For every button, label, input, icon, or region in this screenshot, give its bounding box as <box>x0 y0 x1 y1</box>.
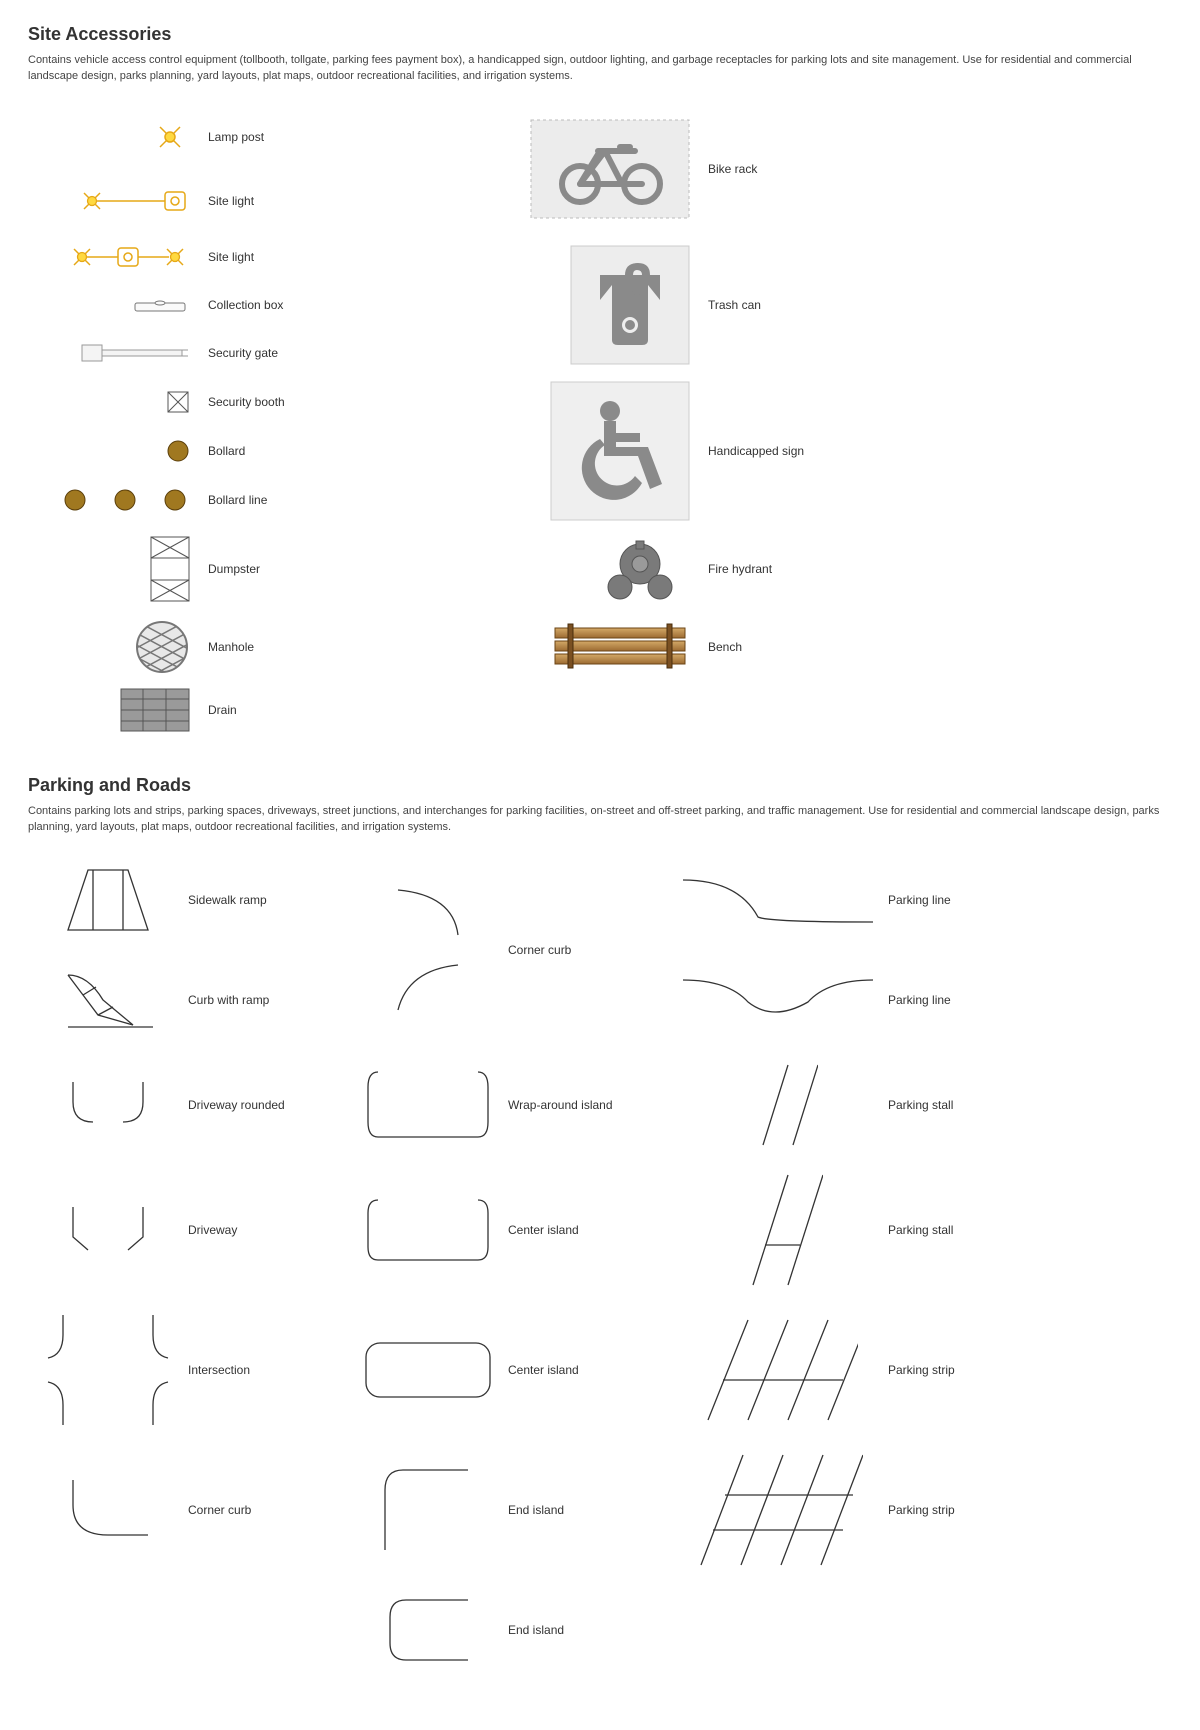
corner-curb-1-label: Corner curb <box>188 1503 348 1517</box>
parking-strip-1-icon <box>668 1315 888 1425</box>
collection-box-icon <box>28 285 208 325</box>
parking-strip-2-label: Parking strip <box>888 1503 1068 1517</box>
site-light-1-icon <box>28 181 208 221</box>
site-light-2-icon <box>28 237 208 277</box>
bench-label: Bench <box>708 640 1028 654</box>
security-booth-label: Security booth <box>208 395 528 409</box>
parking-roads-title: Parking and Roads <box>28 775 1172 796</box>
security-gate-label: Security gate <box>208 346 528 360</box>
dumpster-icon <box>28 534 208 604</box>
site-accessories-title: Site Accessories <box>28 24 1172 45</box>
collection-box-label: Collection box <box>208 298 528 312</box>
sidewalk-ramp-label: Sidewalk ramp <box>188 893 348 907</box>
parking-stall-2-label: Parking stall <box>888 1223 1068 1237</box>
site-light-1-label: Site light <box>208 194 528 208</box>
fire-hydrant-icon <box>528 529 708 609</box>
center-island-1-icon <box>348 1190 508 1270</box>
parking-line-2-label: Parking line <box>888 993 1068 1007</box>
site-accessories-desc: Contains vehicle access control equipmen… <box>28 53 1172 85</box>
parking-line-1-label: Parking line <box>888 893 1068 907</box>
dumpster-label: Dumpster <box>208 562 528 576</box>
bollard-label: Bollard <box>208 444 528 458</box>
corner-curb-2-icon <box>348 885 508 1015</box>
security-booth-icon <box>28 382 208 422</box>
security-gate-icon <box>28 333 208 373</box>
end-island-2-label: End island <box>508 1623 668 1637</box>
manhole-icon <box>28 617 208 677</box>
driveway-icon <box>28 1190 188 1270</box>
corner-curb-2-label: Corner curb <box>508 943 668 957</box>
parking-stall-1-icon <box>668 1060 888 1150</box>
trash-can-label: Trash can <box>708 298 1028 312</box>
sidewalk-ramp-icon <box>28 860 188 940</box>
bench-icon <box>528 617 708 677</box>
intersection-icon <box>28 1310 188 1430</box>
bollard-line-label: Bollard line <box>208 493 528 507</box>
handicapped-sign-label: Handicapped sign <box>708 444 1028 458</box>
fire-hydrant-label: Fire hydrant <box>708 562 1028 576</box>
drain-icon <box>28 685 208 735</box>
end-island-1-label: End island <box>508 1503 668 1517</box>
parking-line-1-icon <box>668 860 888 940</box>
lamp-post-icon <box>28 117 208 157</box>
driveway-rounded-icon <box>28 1065 188 1145</box>
parking-strip-2-icon <box>668 1450 888 1570</box>
end-island-2-icon <box>348 1590 508 1670</box>
end-island-1-icon <box>348 1465 508 1555</box>
parking-roads-grid: Sidewalk ramp Corner curb Parking line C… <box>28 860 1172 1670</box>
drain-label: Drain <box>208 703 528 717</box>
bollard-icon <box>28 431 208 471</box>
corner-curb-1-icon <box>28 1470 188 1550</box>
curb-with-ramp-label: Curb with ramp <box>188 993 348 1007</box>
manhole-label: Manhole <box>208 640 528 654</box>
intersection-label: Intersection <box>188 1363 348 1377</box>
parking-line-2-icon <box>668 960 888 1040</box>
parking-stall-1-label: Parking stall <box>888 1098 1068 1112</box>
handicapped-sign-icon <box>528 381 708 521</box>
center-island-2-label: Center island <box>508 1363 668 1377</box>
bollard-line-icon <box>28 480 208 520</box>
parking-stall-2-icon <box>668 1170 888 1290</box>
site-light-2-label: Site light <box>208 250 528 264</box>
curb-with-ramp-icon <box>28 960 188 1040</box>
trash-can-icon <box>528 245 708 365</box>
bike-rack-label: Bike rack <box>708 162 1028 176</box>
wrap-around-island-label: Wrap-around island <box>508 1098 668 1112</box>
site-accessories-grid: Lamp post Bike rack Site light <box>28 109 1172 735</box>
center-island-2-icon <box>348 1330 508 1410</box>
driveway-rounded-label: Driveway rounded <box>188 1098 348 1112</box>
parking-roads-desc: Contains parking lots and strips, parkin… <box>28 804 1172 836</box>
parking-strip-1-label: Parking strip <box>888 1363 1068 1377</box>
center-island-1-label: Center island <box>508 1223 668 1237</box>
lamp-post-label: Lamp post <box>208 130 528 144</box>
bike-rack-icon <box>528 109 708 229</box>
driveway-label: Driveway <box>188 1223 348 1237</box>
wrap-around-island-icon <box>348 1065 508 1145</box>
